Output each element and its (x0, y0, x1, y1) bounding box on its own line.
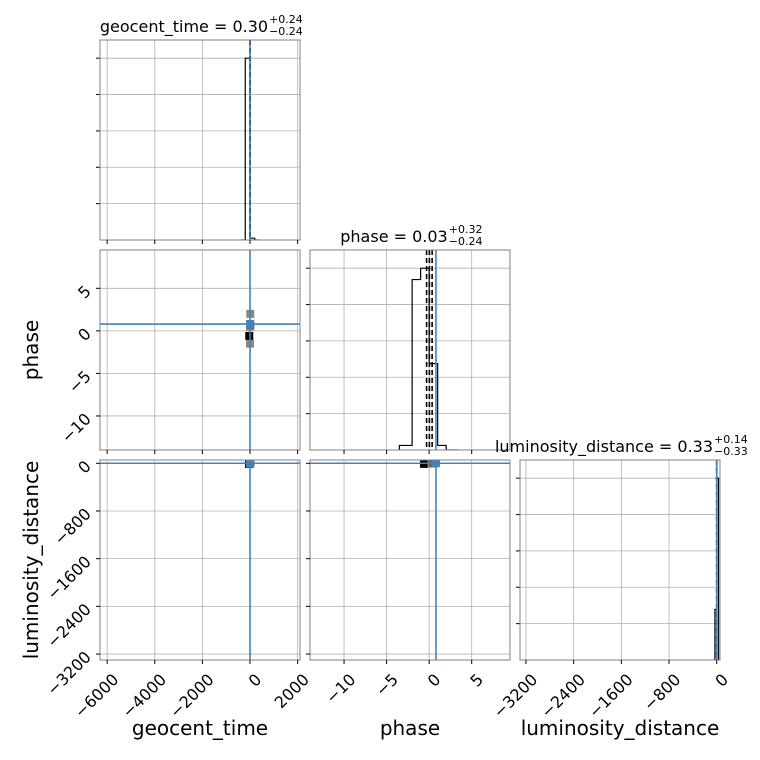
panel-geocent_time-hist (96, 39, 301, 244)
x-tick-label: 0 (245, 670, 266, 691)
title-lower-error: −0.33 (714, 445, 748, 458)
x-tick-label: 2000 (271, 670, 313, 712)
truth-marker (246, 460, 255, 468)
panel-plot-area (310, 250, 510, 450)
panel-frame (99, 39, 301, 241)
x-axis-label-geocent_time: geocent_time (132, 716, 268, 740)
y-tick-label: 0 (74, 457, 95, 478)
x-tick-label: −6000 (71, 670, 123, 722)
title-lower-error: −0.24 (269, 25, 303, 38)
panel-geocent_time-vs-phase: −10 −5 0 5 (58, 249, 301, 454)
panel-title: luminosity_distance = 0.33 (495, 437, 713, 457)
truth-marker (246, 320, 255, 329)
panel-title-geocent_time: geocent_time = 0.30 +0.24−0.24 (100, 13, 303, 38)
y-tick-label: 0 (74, 324, 95, 345)
x-tick-label: 5 (466, 670, 487, 691)
panel-plot-area (310, 460, 510, 660)
x-axis-label-phase: phase (380, 716, 440, 740)
panel-phase-hist (306, 249, 511, 454)
y-tick-label: −800 (50, 504, 95, 549)
y-tick-label: −5 (65, 367, 95, 397)
panel-plot-area (100, 40, 300, 240)
panel-frame (99, 249, 301, 451)
y-tick-label: −2400 (43, 600, 95, 652)
panel-title-phase: phase = 0.03 +0.32−0.24 (340, 223, 482, 248)
truth-marker (431, 460, 440, 468)
x-tick-label: 0 (711, 670, 732, 691)
panel-frame (309, 459, 511, 661)
x-tick-label: −2400 (537, 670, 589, 722)
x-tick-label: −1600 (585, 670, 637, 722)
x-tick-label: 0 (424, 670, 445, 691)
x-tick-label: −4000 (118, 670, 170, 722)
y-axis-label-luminosity_distance: luminosity_distance (19, 461, 43, 660)
title-upper-error: +0.14 (714, 433, 748, 446)
y-axis-label-phase: phase (19, 320, 43, 380)
panel-title: phase = 0.03 (340, 227, 447, 246)
x-axis-label-luminosity_distance: luminosity_distance (521, 716, 720, 740)
panel-plot-area (100, 460, 300, 660)
title-lower-error: −0.24 (449, 235, 483, 248)
title-upper-error: +0.32 (449, 223, 483, 236)
y-tick-label: 5 (74, 282, 95, 303)
title-upper-error: +0.24 (269, 13, 303, 26)
panel-phase-vs-luminosity_distance: −10 −5 0 5 (306, 459, 511, 707)
x-tick-label: −10 (322, 670, 359, 707)
panel-luminosity_distance-hist: −3200−2400−1600 −800 0 (490, 459, 732, 722)
x-tick-label: −2000 (166, 670, 218, 722)
panel-plot-area (100, 250, 300, 450)
y-tick-label: −1600 (43, 552, 95, 604)
x-tick-label: −5 (372, 670, 402, 700)
panel-frame (99, 459, 301, 661)
panel-frame (309, 249, 511, 451)
x-tick-label: −800 (640, 670, 685, 715)
panel-title: geocent_time = 0.30 (100, 17, 268, 37)
panel-plot-area (520, 460, 720, 660)
panel-title-luminosity_distance: luminosity_distance = 0.33 +0.14−0.33 (495, 433, 748, 458)
panel-frame (519, 459, 721, 661)
x-tick-label: −3200 (490, 670, 542, 722)
y-tick-label: −10 (58, 409, 95, 446)
